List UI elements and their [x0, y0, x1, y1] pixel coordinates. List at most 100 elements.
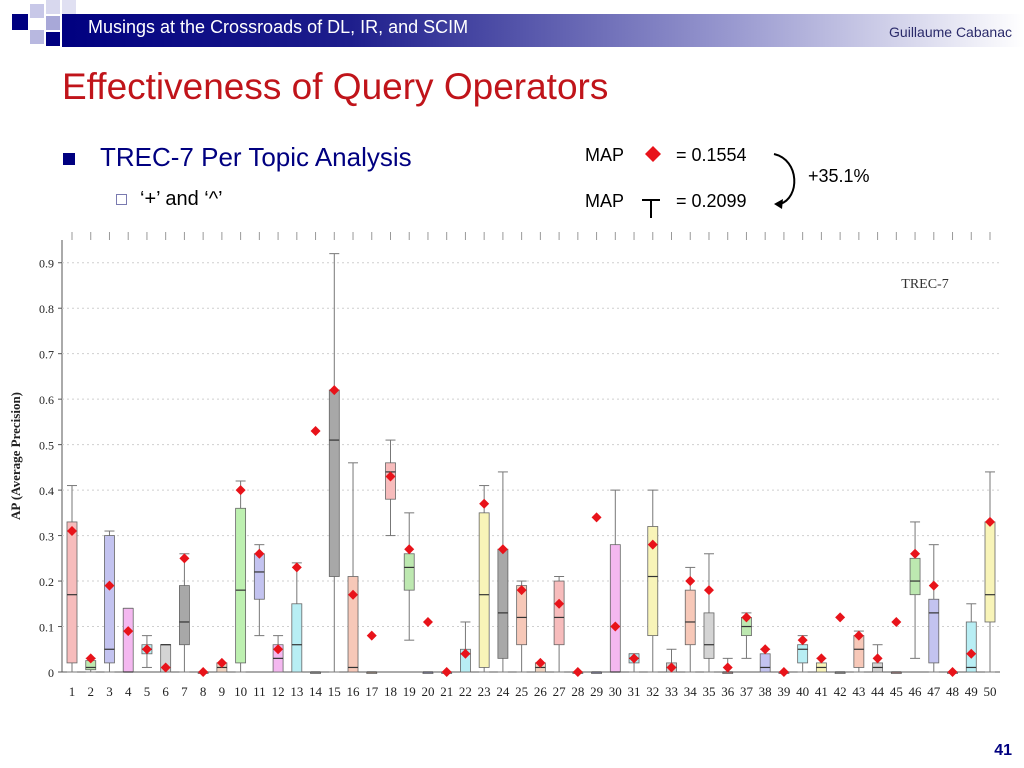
x-tick-label: 42 — [834, 684, 847, 699]
mean-marker — [67, 526, 77, 537]
sub-bullet-text: ‘+’ and ‘^’ — [140, 188, 223, 210]
map-label-2: MAP — [585, 191, 625, 211]
logo-square-6 — [46, 32, 60, 46]
box — [478, 512, 490, 668]
y-tick-label: 0.4 — [39, 484, 54, 498]
y-tick-label: 0.1 — [39, 621, 54, 635]
x-tick-label: 28 — [571, 684, 584, 699]
x-tick-label: 11 — [253, 684, 266, 699]
box — [104, 535, 115, 664]
mean-marker — [910, 548, 921, 559]
mean-marker — [741, 612, 752, 623]
mean-marker — [329, 385, 340, 396]
x-tick-label: 31 — [628, 684, 641, 699]
box — [797, 644, 809, 664]
mean-marker — [441, 667, 452, 677]
x-tick-label: 30 — [609, 684, 622, 699]
mean-marker — [179, 553, 190, 564]
logo-square-1 — [12, 14, 28, 30]
x-tick-label: 45 — [890, 684, 903, 699]
x-tick-label: 33 — [665, 684, 678, 699]
x-tick-label: 16 — [347, 684, 361, 699]
x-tick-label: 48 — [946, 684, 959, 699]
x-tick-label: 27 — [553, 684, 567, 699]
mean-marker — [703, 585, 714, 596]
box — [553, 580, 565, 646]
mean-marker — [385, 471, 396, 482]
box — [291, 603, 303, 673]
mean-marker — [778, 667, 789, 677]
box — [328, 389, 340, 577]
box — [122, 607, 134, 673]
mean-marker — [891, 616, 902, 627]
mean-marker — [966, 648, 977, 659]
header-band — [62, 14, 1024, 47]
x-tick-label: 17 — [365, 684, 379, 699]
boxplot-chart: 0 0.1 0.2 0.3 0.4 0.5 0.6 0.7 0.8 0.9 AP (Average … — [8, 232, 1000, 699]
x-tick-label: 4 — [125, 684, 132, 699]
mean-marker — [160, 662, 171, 673]
header-title: Musings at the Crossroads of DL, IR, and… — [88, 17, 469, 37]
x-tick-label: 37 — [740, 684, 754, 699]
x-tick-label: 13 — [290, 684, 303, 699]
page-number: 41 — [994, 742, 1012, 759]
x-tick-label: 32 — [646, 684, 659, 699]
x-tick-label: 46 — [909, 684, 923, 699]
box — [909, 557, 921, 596]
box — [253, 553, 265, 600]
x-tick-label: 8 — [200, 684, 207, 699]
y-tick-label: 0.5 — [39, 439, 54, 453]
box — [609, 544, 621, 673]
mean-marker — [554, 598, 565, 609]
x-tick-label: 49 — [965, 684, 978, 699]
x-tick-label: 24 — [496, 684, 510, 699]
y-tick-label: 0.3 — [39, 530, 54, 544]
bullet-text: TREC-7 Per Topic Analysis — [100, 142, 412, 172]
mean-marker — [835, 612, 846, 623]
x-tick-label: 12 — [272, 684, 285, 699]
box — [347, 576, 359, 673]
box — [703, 612, 715, 659]
mean-marker — [666, 662, 677, 673]
mean-marker — [291, 562, 302, 573]
mean-marker — [535, 657, 546, 668]
mean-marker — [610, 621, 621, 632]
x-tick-label: 21 — [440, 684, 453, 699]
box — [497, 548, 509, 659]
x-tick-label: 19 — [403, 684, 416, 699]
bullet-square-icon — [63, 153, 75, 165]
mean-marker — [647, 539, 658, 550]
x-tick-label: 6 — [162, 684, 169, 699]
improvement-arrow-icon — [773, 153, 796, 209]
box — [403, 553, 415, 591]
x-tick-label: 35 — [702, 684, 715, 699]
mean-marker — [479, 498, 490, 509]
map-value-1: = 0.1554 — [676, 145, 747, 165]
x-tick-label: 9 — [219, 684, 226, 699]
box — [647, 526, 659, 637]
x-tick-label: 40 — [796, 684, 809, 699]
mean-marker — [629, 653, 640, 664]
x-tick-label: 3 — [106, 684, 113, 699]
red-diamond-icon — [645, 146, 661, 162]
y-tick-label: 0 — [48, 666, 54, 680]
slide-title: Effectiveness of Query Operators — [62, 66, 609, 107]
x-tick-label: 43 — [852, 684, 865, 699]
x-tick-label: 25 — [515, 684, 528, 699]
x-tick-label: 10 — [234, 684, 247, 699]
y-tick-label: 0.2 — [39, 575, 54, 589]
y-tick-label: 0.6 — [39, 393, 54, 407]
mean-marker — [685, 576, 696, 587]
x-tick-label: 14 — [309, 684, 323, 699]
x-tick-label: 29 — [590, 684, 603, 699]
x-tick-label: 5 — [144, 684, 151, 699]
x-tick-label: 7 — [181, 684, 188, 699]
logo-square-7 — [62, 0, 76, 14]
x-tick-label: 34 — [684, 684, 698, 699]
mean-marker — [366, 630, 377, 641]
x-tick-label: 23 — [478, 684, 491, 699]
map-value-2: = 0.2099 — [676, 191, 747, 211]
x-tick-label: 38 — [759, 684, 772, 699]
x-tick-label: 47 — [927, 684, 941, 699]
